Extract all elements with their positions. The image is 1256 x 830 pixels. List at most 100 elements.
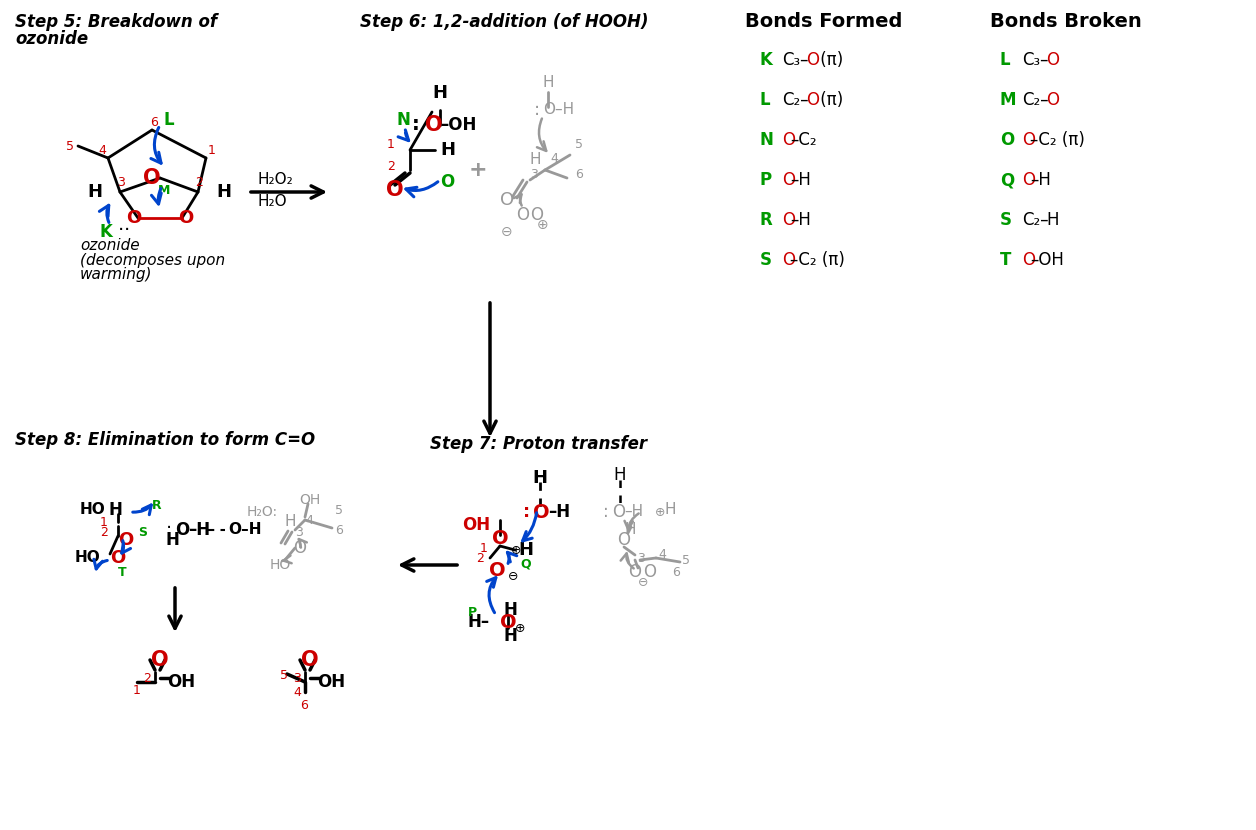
Text: HO: HO	[269, 558, 290, 572]
Text: O: O	[127, 209, 142, 227]
Text: O: O	[425, 115, 442, 135]
Text: H: H	[504, 627, 517, 645]
Text: 6: 6	[575, 168, 583, 182]
Text: H₂O:: H₂O:	[247, 505, 278, 519]
Text: O: O	[782, 251, 795, 269]
Text: 5: 5	[335, 504, 343, 516]
Text: warming): warming)	[80, 266, 152, 281]
Text: Step 6: 1,2-addition (of HOOH): Step 6: 1,2-addition (of HOOH)	[360, 13, 648, 31]
Text: O: O	[500, 613, 516, 632]
Text: O: O	[440, 173, 455, 191]
Text: HO: HO	[79, 502, 106, 517]
Text: T: T	[1000, 251, 1011, 269]
Text: +: +	[468, 160, 487, 180]
Text: H: H	[1046, 211, 1059, 229]
Text: (π): (π)	[815, 91, 843, 109]
Text: ozonide: ozonide	[80, 237, 139, 252]
Text: O: O	[643, 563, 657, 581]
Text: –OH: –OH	[1030, 251, 1064, 269]
Text: 2: 2	[476, 551, 484, 564]
Text: H–: H–	[468, 613, 490, 631]
Text: O: O	[533, 502, 550, 521]
Text: P: P	[468, 606, 477, 618]
Text: 6: 6	[335, 524, 343, 536]
Text: :: :	[522, 503, 530, 521]
Text: 1: 1	[208, 144, 216, 157]
Text: ⊕: ⊕	[538, 218, 549, 232]
Text: ⊖: ⊖	[638, 575, 648, 588]
Text: ozonide: ozonide	[15, 30, 88, 48]
Text: S: S	[760, 251, 772, 269]
Text: H: H	[108, 501, 122, 519]
Text: :: :	[166, 521, 172, 539]
Text: 3: 3	[117, 175, 124, 188]
Text: H: H	[87, 183, 102, 201]
Text: –OH: –OH	[440, 116, 476, 134]
Text: O: O	[782, 171, 795, 189]
Text: M: M	[158, 184, 171, 197]
Text: Step 8: Elimination to form C=O: Step 8: Elimination to form C=O	[15, 431, 315, 449]
Text: 6: 6	[672, 565, 679, 579]
Text: O: O	[1046, 51, 1060, 69]
Text: 6: 6	[300, 699, 308, 711]
Text: C₂–: C₂–	[1022, 211, 1049, 229]
Text: 1: 1	[100, 515, 108, 529]
Text: –H: –H	[790, 171, 811, 189]
Text: H: H	[440, 141, 455, 159]
Text: O: O	[294, 539, 306, 557]
Text: 2: 2	[387, 160, 394, 173]
Text: O: O	[175, 521, 190, 539]
Text: 6: 6	[149, 115, 158, 129]
Text: O: O	[806, 91, 820, 109]
Text: O: O	[612, 503, 625, 521]
Text: 4: 4	[98, 144, 106, 157]
Text: OH: OH	[167, 673, 195, 691]
Text: O: O	[386, 180, 404, 200]
Text: L: L	[1000, 51, 1011, 69]
Text: 5: 5	[682, 554, 690, 567]
Text: O: O	[1046, 91, 1060, 109]
Text: ⊖: ⊖	[507, 570, 519, 583]
Text: :: :	[534, 101, 540, 119]
Text: O: O	[806, 51, 820, 69]
Text: H: H	[216, 183, 231, 201]
Text: 2: 2	[195, 175, 203, 188]
Text: Step 7: Proton transfer: Step 7: Proton transfer	[430, 435, 647, 453]
Text: S: S	[1000, 211, 1012, 229]
Text: O: O	[491, 529, 509, 548]
Text: (π): (π)	[815, 51, 843, 69]
Text: H: H	[624, 523, 636, 538]
Text: H: H	[543, 75, 554, 90]
Text: O: O	[1022, 251, 1035, 269]
Text: OH: OH	[299, 493, 320, 507]
Text: ·: ·	[124, 221, 131, 240]
Text: :: :	[603, 503, 609, 521]
Text: O: O	[530, 206, 544, 224]
Text: 2: 2	[100, 525, 108, 539]
Text: 3: 3	[637, 551, 644, 564]
Text: H: H	[165, 531, 178, 549]
Text: 5: 5	[575, 139, 583, 152]
Text: –H: –H	[790, 211, 811, 229]
Text: K: K	[760, 51, 772, 69]
Text: 5: 5	[67, 139, 74, 153]
Text: –H: –H	[188, 521, 210, 539]
Text: 1: 1	[387, 139, 394, 152]
Text: –C₂ (π): –C₂ (π)	[790, 251, 845, 269]
Text: N: N	[397, 111, 411, 129]
Text: P: P	[760, 171, 772, 189]
Text: O: O	[143, 168, 161, 188]
Text: T: T	[118, 565, 127, 579]
Text: 3: 3	[295, 525, 303, 539]
Text: Bonds Broken: Bonds Broken	[990, 12, 1142, 32]
Text: ⊖: ⊖	[501, 225, 512, 239]
Text: 1: 1	[133, 683, 141, 696]
Text: C₃–: C₃–	[1022, 51, 1049, 69]
Text: O: O	[178, 209, 193, 227]
Text: L: L	[165, 111, 175, 129]
Text: Q: Q	[1000, 171, 1015, 189]
Text: ⊕: ⊕	[515, 622, 525, 634]
Text: O: O	[111, 549, 126, 567]
Text: 2: 2	[143, 671, 151, 685]
Text: O–H: O–H	[229, 523, 261, 538]
